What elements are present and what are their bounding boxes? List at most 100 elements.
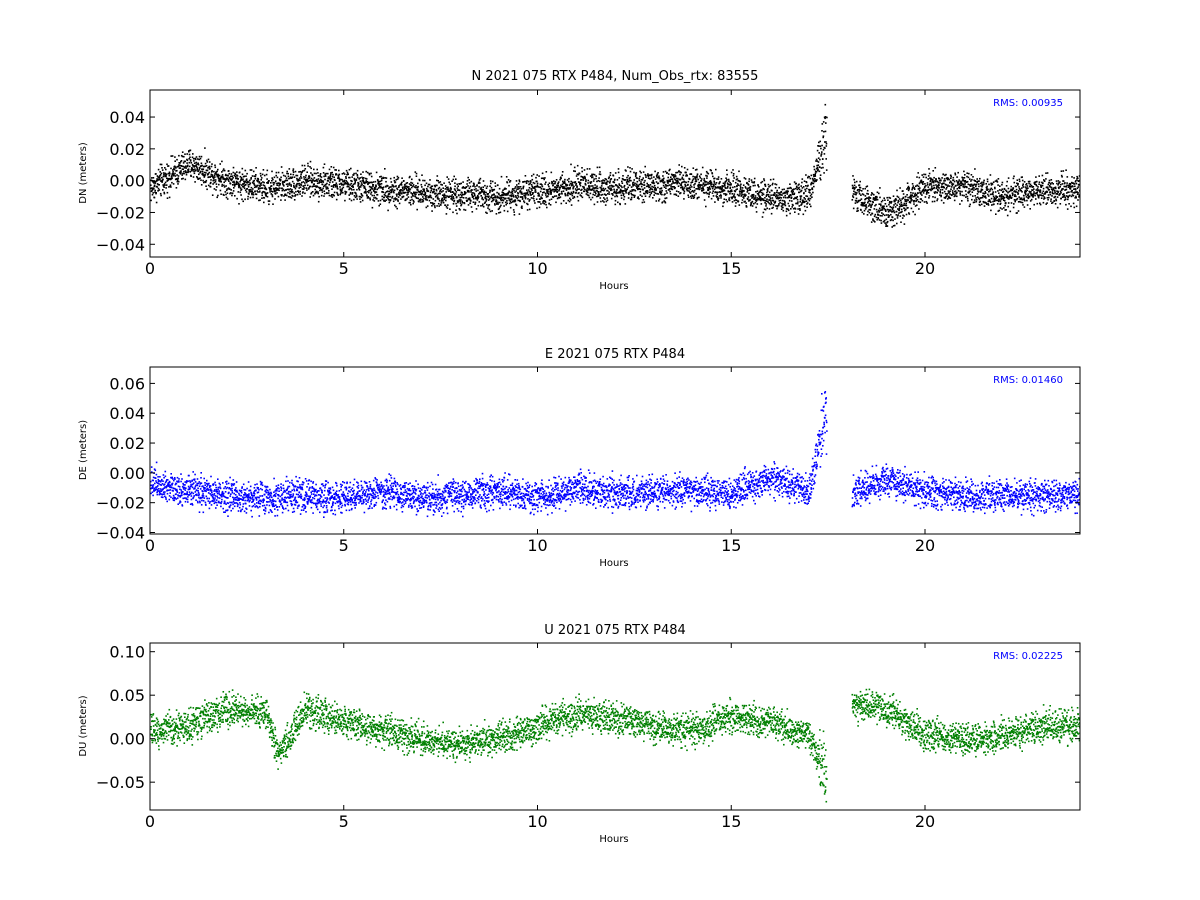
data-point [471, 211, 474, 213]
data-point [1036, 202, 1039, 205]
data-point [261, 194, 263, 197]
data-point [996, 199, 999, 202]
data-point [813, 174, 816, 176]
data-point [904, 209, 906, 212]
data-point [979, 182, 982, 185]
data-point [999, 200, 1002, 202]
data-point [378, 204, 380, 207]
data-point [364, 190, 367, 193]
data-point [698, 184, 700, 187]
data-point [322, 172, 325, 174]
data-point [194, 158, 197, 161]
data-point [619, 188, 622, 191]
data-point [681, 165, 683, 168]
data-point [193, 162, 196, 164]
data-point [407, 189, 409, 192]
data-point [218, 174, 221, 177]
data-point [825, 122, 827, 124]
data-point [810, 182, 812, 185]
data-point [766, 191, 768, 194]
data-point [697, 185, 700, 188]
data-point [789, 212, 791, 215]
data-point [303, 164, 306, 167]
data-point [412, 202, 414, 205]
data-point [793, 181, 796, 183]
data-point [741, 192, 743, 194]
data-point [661, 178, 664, 181]
data-point [1038, 181, 1041, 183]
data-point [452, 191, 454, 193]
data-point [662, 175, 664, 177]
data-point [370, 186, 373, 189]
data-point [518, 179, 521, 181]
data-point [258, 184, 260, 187]
data-point [564, 194, 567, 197]
data-point [973, 189, 975, 191]
data-point [151, 177, 153, 179]
data-point [618, 192, 620, 194]
data-point [232, 181, 234, 183]
data-point [580, 179, 583, 181]
data-point [865, 206, 868, 209]
data-point [865, 205, 867, 207]
data-point [421, 174, 423, 176]
data-point [822, 166, 824, 169]
data-point [971, 191, 974, 193]
data-point [646, 182, 648, 185]
data-point [516, 186, 519, 188]
data-point [1008, 198, 1010, 200]
data-point [1017, 201, 1020, 203]
data-point [713, 180, 715, 183]
data-point [395, 193, 398, 196]
data-point [475, 190, 477, 192]
data-point [375, 185, 377, 187]
data-point [433, 190, 435, 193]
data-point [573, 185, 575, 188]
data-point [509, 194, 511, 197]
data-point [274, 190, 276, 193]
data-point [615, 194, 618, 197]
data-point [150, 184, 152, 186]
data-point [162, 178, 164, 181]
data-point [980, 189, 983, 192]
data-point [807, 175, 810, 178]
data-point [776, 189, 778, 192]
data-point [990, 197, 993, 200]
data-point [707, 181, 709, 184]
data-point [863, 209, 866, 212]
data-point [635, 172, 638, 174]
data-point [569, 199, 572, 201]
data-point [302, 188, 305, 190]
data-point [267, 200, 270, 202]
data-point [972, 201, 975, 204]
data-point [331, 181, 334, 183]
data-point [178, 167, 181, 169]
data-point [202, 172, 204, 175]
data-point [154, 180, 157, 183]
data-point [283, 185, 285, 187]
data-point [160, 172, 163, 175]
data-point [270, 182, 272, 184]
data-point [933, 200, 936, 203]
data-point [286, 172, 288, 175]
data-point [652, 179, 654, 182]
data-point [1023, 199, 1025, 201]
data-point [183, 155, 185, 158]
data-point [686, 168, 689, 171]
data-point [368, 190, 370, 192]
data-point [164, 172, 167, 175]
data-point [344, 199, 346, 202]
data-point [1026, 187, 1028, 189]
data-point [222, 176, 224, 178]
data-point [281, 171, 284, 174]
data-point [800, 190, 802, 193]
data-point [252, 193, 255, 196]
data-point [411, 193, 414, 195]
data-point [190, 175, 192, 177]
data-point [809, 189, 811, 191]
data-point [709, 180, 712, 182]
data-point [520, 196, 522, 198]
data-point [991, 183, 994, 185]
data-point [246, 172, 248, 175]
data-point [246, 180, 249, 183]
